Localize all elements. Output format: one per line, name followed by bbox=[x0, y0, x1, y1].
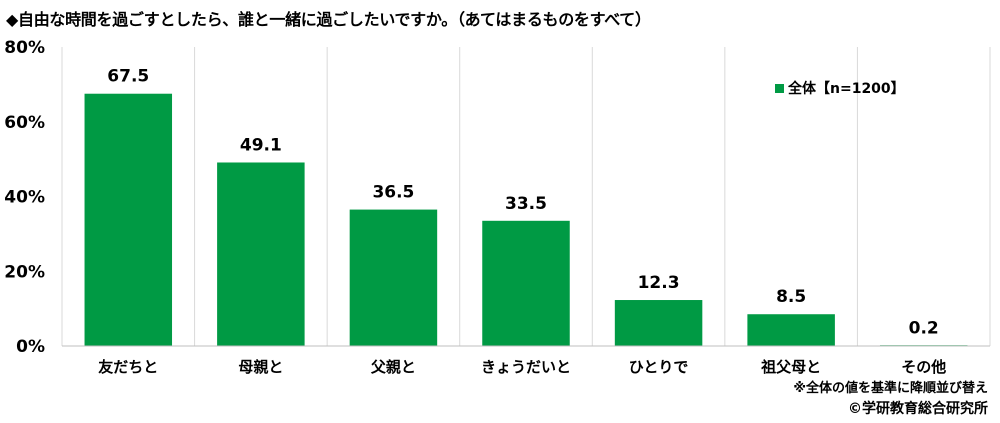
bar-value-label: 33.5 bbox=[505, 194, 547, 214]
copyright: ©学研教育総合研究所 bbox=[848, 401, 988, 417]
x-tick-label: ひとりで bbox=[629, 358, 689, 376]
y-tick-label: 40% bbox=[4, 188, 45, 208]
x-tick-label: きょうだいと bbox=[481, 358, 571, 376]
x-tick-label: 友だちと bbox=[98, 358, 158, 376]
bar-value-label: 12.3 bbox=[638, 273, 680, 293]
x-tick-label: その他 bbox=[901, 358, 946, 376]
labels-layer: 67.5 友だちと 49.1 母親と 36.5 父親と 33.5 きょうだいと 12.3 ひとりで… bbox=[98, 67, 946, 376]
legend-swatch bbox=[775, 83, 784, 93]
chart-title: ◆自由な時間を過ごすとしたら、誰と一緒に過ごしたいですか。（あてはまるものをすべ… bbox=[6, 10, 651, 29]
axis-layer: 0% 20% 40% 60% 80% bbox=[4, 38, 990, 357]
bar-value-label: 67.5 bbox=[107, 67, 149, 87]
bar-value-label: 8.5 bbox=[776, 287, 806, 307]
bar bbox=[349, 209, 438, 346]
x-tick-label: 母親と bbox=[238, 358, 283, 376]
bars-layer bbox=[84, 93, 968, 347]
legend-label: 全体【n=1200】 bbox=[788, 81, 905, 97]
x-tick-label: 祖父母と bbox=[760, 358, 821, 376]
sort-note: ※全体の値を基準に降順並び替え bbox=[793, 381, 988, 396]
x-tick-label: 父親と bbox=[370, 358, 416, 376]
grid-layer bbox=[61, 47, 991, 346]
bar bbox=[217, 162, 305, 346]
bar bbox=[747, 314, 835, 346]
bar-value-label: 0.2 bbox=[909, 318, 939, 338]
y-tick-label: 60% bbox=[4, 113, 45, 133]
bar bbox=[84, 93, 173, 346]
bar bbox=[614, 300, 703, 346]
y-tick-label: 20% bbox=[4, 262, 45, 282]
legend: 全体【n=1200】 bbox=[775, 78, 905, 98]
y-tick-label: 80% bbox=[4, 38, 45, 58]
bar bbox=[482, 220, 570, 346]
y-tick-label: 0% bbox=[16, 337, 45, 357]
bar-value-label: 36.5 bbox=[372, 183, 414, 203]
bar-value-label: 49.1 bbox=[240, 135, 282, 155]
